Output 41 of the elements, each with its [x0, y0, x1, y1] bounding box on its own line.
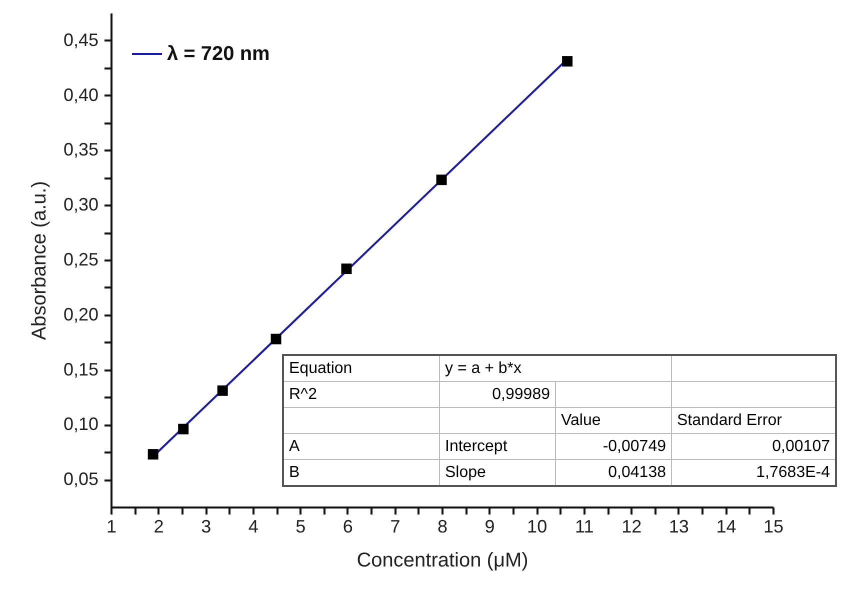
- y-axis-title: Absorbance (a.u.): [28, 181, 50, 340]
- x-tick-label: 2: [154, 516, 164, 536]
- x-tick-label: 10: [527, 516, 548, 536]
- x-tick-label: 1: [106, 516, 117, 536]
- annotation: 1,7683E-4: [672, 460, 836, 486]
- x-tick-label: 14: [716, 516, 736, 536]
- annotation: R^2: [283, 382, 440, 408]
- x-tick-label: 12: [622, 516, 642, 536]
- y-tick-label: 0,35: [63, 140, 98, 160]
- y-tick-label: 0,45: [63, 30, 98, 50]
- x-tick-label: 7: [390, 516, 400, 536]
- y-tick-label: 0,15: [63, 359, 98, 380]
- annotation: Intercept: [440, 434, 556, 460]
- x-tick-label: 9: [484, 516, 495, 536]
- annotation: B: [283, 460, 440, 486]
- x-tick-label: 6: [342, 516, 353, 536]
- x-tick-label: 13: [668, 516, 689, 536]
- annotation: -0,00749: [556, 434, 672, 460]
- x-tick-label: 11: [575, 516, 594, 536]
- x-tick-label: 4: [248, 516, 258, 536]
- y-tick-label: 0,20: [63, 304, 98, 324]
- y-tick-label: 0,30: [63, 194, 98, 215]
- x-tick-label: 3: [201, 516, 212, 536]
- y-tick-label: 0,40: [63, 84, 98, 105]
- annotation: A: [283, 434, 440, 460]
- annotation: 0,04138: [556, 460, 672, 486]
- legend-label: λ = 720 nm: [167, 43, 270, 65]
- x-tick-label: 5: [296, 516, 306, 536]
- y-tick-label: 0,05: [63, 469, 98, 490]
- annotation: 0,99989: [440, 382, 556, 408]
- y-tick-label: 0,10: [63, 414, 98, 434]
- x-axis-title: Concentration (μM): [356, 550, 528, 572]
- annotation: Standard Error: [672, 408, 836, 434]
- x-tick-label: 15: [763, 516, 784, 536]
- annotation: Value: [556, 408, 672, 434]
- y-tick-label: 0,25: [63, 250, 98, 270]
- x-tick-label: 8: [437, 516, 448, 536]
- annotation: Slope: [440, 460, 556, 486]
- annotation: y = a + b*x: [440, 355, 672, 382]
- annotation: Equation: [283, 355, 440, 382]
- annotation: 0,00107: [672, 434, 836, 460]
